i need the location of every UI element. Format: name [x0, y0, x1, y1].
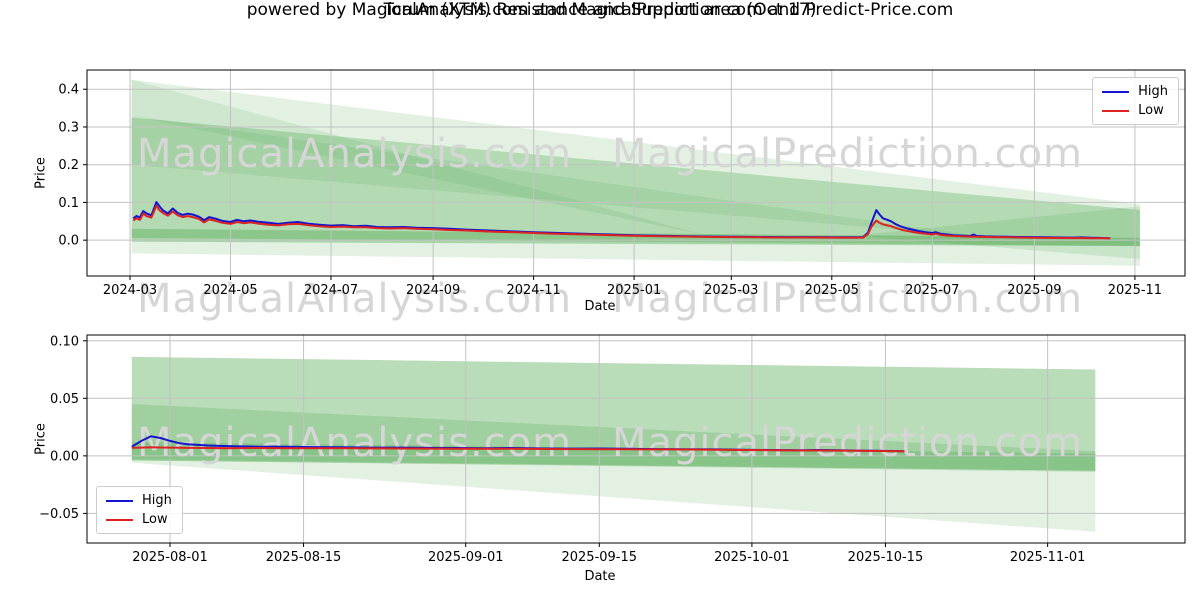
y-tick-label: 0.1	[58, 196, 79, 211]
x-tick-label: 2025-09-01	[428, 550, 504, 565]
x-tick-label: 2025-08-01	[132, 550, 208, 565]
y-tick-label: 0.0	[58, 234, 79, 249]
y-tick-label: 0.05	[50, 392, 79, 407]
top-chart-legend: High Low	[1092, 77, 1179, 125]
tick-marks-and-labels: 2025-08-01 2025-08-15 2025-09-01 2025-09-15…	[39, 334, 1085, 565]
top-chart-xlabel: Date	[584, 299, 616, 314]
support-resistance-bands	[131, 356, 1096, 532]
gridlines	[87, 70, 1185, 276]
legend-item-low: Low	[1102, 104, 1168, 117]
bottom-chart-legend: High Low	[96, 486, 183, 534]
y-tick-label: −0.05	[39, 507, 79, 522]
band-polygon	[131, 356, 1096, 532]
y-tick-label: 0.3	[58, 120, 79, 135]
legend-item-low: Low	[106, 513, 172, 526]
x-tick-label: 2025-09	[1007, 283, 1061, 298]
x-tick-label: 2025-01	[607, 283, 661, 298]
x-tick-label: 2025-11	[1108, 283, 1162, 298]
figure-subtitle: powered by MagicalAnalysis.com and Magic…	[246, 0, 954, 20]
x-tick-label: 2025-10-01	[714, 550, 790, 565]
tick-marks-and-labels: 2024-03 2024-05 2024-07 2024-09 2024-11 2025-…	[58, 83, 1162, 298]
y-tick-label: 0.2	[58, 158, 79, 173]
x-tick-label: 2025-09-15	[561, 550, 637, 565]
bottom-chart-xlabel: Date	[584, 569, 616, 584]
y-tick-label: 0.00	[50, 449, 79, 464]
y-tick-label: 0.10	[50, 334, 79, 349]
high-line-swatch	[1102, 90, 1130, 93]
x-tick-label: 2025-07	[905, 283, 959, 298]
x-tick-label: 2024-09	[406, 283, 460, 298]
gridlines	[87, 335, 1185, 543]
x-tick-label: 2025-08-15	[266, 550, 342, 565]
legend-item-high: High	[1102, 85, 1168, 98]
band-polygon	[131, 117, 1140, 246]
price-lines	[132, 201, 1111, 240]
low-line-swatch	[1102, 109, 1130, 112]
x-tick-label: 2025-11-01	[1010, 550, 1086, 565]
axes-spines	[86, 69, 1186, 277]
bottom-chart-ylabel: Price	[33, 423, 49, 455]
high-line-swatch	[106, 499, 133, 502]
y-tick-label: 0.4	[58, 83, 79, 98]
x-tick-label: 2025-10-15	[848, 550, 924, 565]
x-tick-label: 2024-03	[103, 283, 157, 298]
top-chart-ylabel: Price	[33, 157, 49, 189]
x-tick-label: 2024-05	[203, 283, 257, 298]
legend-label-high: High	[1138, 84, 1168, 99]
band-polygon	[131, 404, 1096, 472]
band-polygon	[131, 228, 1140, 247]
x-tick-label: 2024-07	[304, 283, 358, 298]
band-polygon	[131, 356, 1096, 471]
low-line	[132, 204, 1111, 240]
legend-item-high: High	[106, 494, 172, 507]
band-polygon	[131, 79, 707, 236]
x-tick-label: 2025-05	[805, 283, 859, 298]
x-tick-label: 2024-11	[506, 283, 560, 298]
price-lines	[131, 435, 905, 453]
legend-label-high: High	[142, 493, 172, 508]
figure-title: Torum (XTM) Resistance and Support area …	[383, 0, 817, 20]
high-line	[132, 201, 1111, 240]
low-line-swatch	[106, 518, 133, 521]
low-line	[131, 446, 905, 453]
axes-spines	[86, 334, 1186, 544]
band-polygon	[131, 115, 987, 238]
x-tick-label: 2025-03	[704, 283, 758, 298]
band-polygon	[854, 206, 1140, 259]
legend-label-low: Low	[1138, 103, 1164, 118]
legend-label-low: Low	[142, 512, 168, 527]
